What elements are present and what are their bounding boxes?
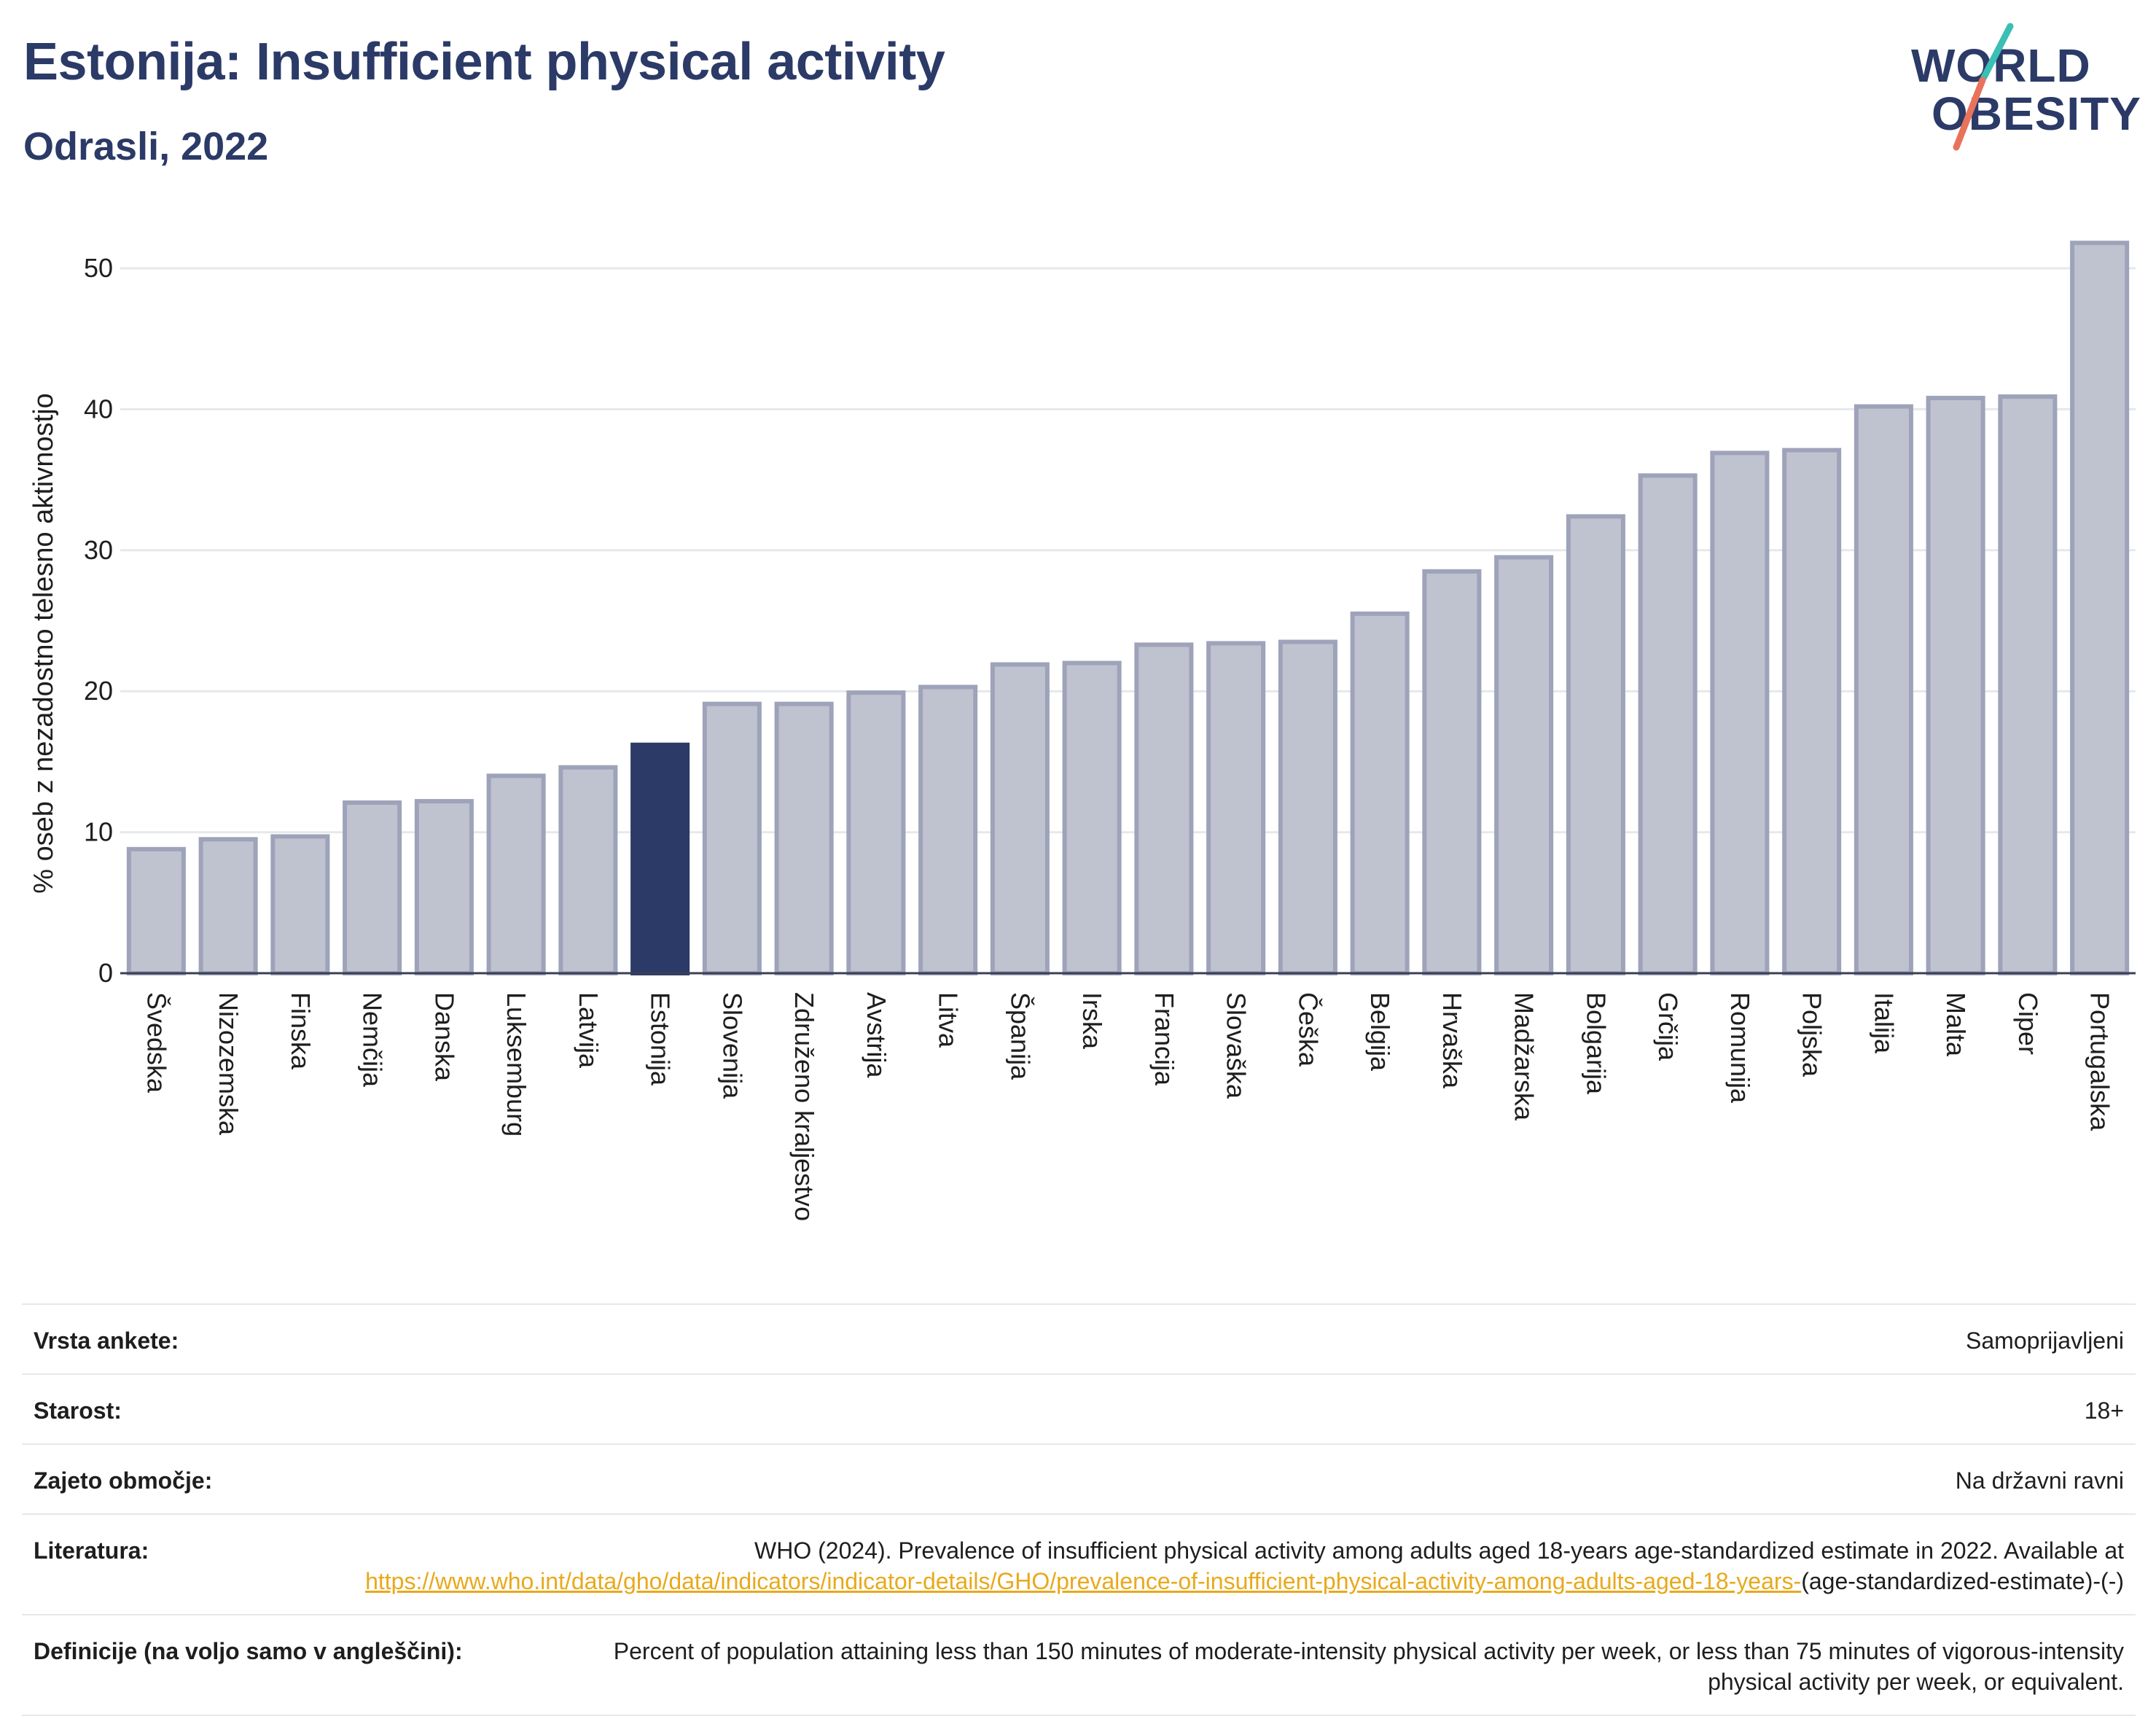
logo-slash-icon: [1953, 23, 2014, 151]
bar-13: [1062, 660, 1122, 976]
reference-text-suffix: (age-standardized-estimate)-(-): [1801, 1568, 2124, 1594]
bar-19: [1494, 555, 1554, 975]
reference-link[interactable]: https://www.who.int/data/gho/data/indica…: [365, 1568, 1802, 1594]
bar-25: [1926, 395, 1985, 975]
bar-14: [1134, 642, 1194, 975]
info-row-survey-type: Vrsta ankete: Samoprijavljeni: [22, 1303, 2136, 1373]
x-tick-label: Madžarska: [1509, 992, 1539, 1121]
page-subtitle: Odrasli, 2022: [23, 125, 269, 168]
world-obesity-logo: WORLD OBESITY: [1902, 22, 2143, 153]
x-tick-label: Luksemburg: [501, 992, 531, 1136]
reference-text: WHO (2024). Prevalence of insufficient p…: [754, 1537, 2124, 1564]
bar-4: [414, 799, 474, 975]
info-row-definition: Definicije (na voljo samo v angleščini):…: [22, 1614, 2136, 1716]
info-value: WHO (2024). Prevalence of insufficient p…: [236, 1535, 2124, 1596]
bar-chart: 0 10 20 30 40 50 % oseb z nezadostno telesno a…: [28, 241, 2136, 1221]
info-label: Definicije (na voljo samo v angleščini):: [34, 1638, 463, 1664]
x-tick-label: Finska: [286, 992, 316, 1070]
bar-5: [486, 773, 546, 976]
y-tick-label: 40: [84, 394, 113, 424]
bar-0: [126, 846, 186, 976]
x-tick-label: Malta: [1941, 992, 1971, 1057]
y-tick-label: 0: [98, 958, 113, 988]
bar-27: [2070, 241, 2130, 976]
bar-17: [1350, 611, 1410, 975]
info-row-coverage: Zajeto območje: Na državni ravni: [22, 1443, 2136, 1513]
bar-6: [558, 765, 618, 975]
y-tick-label: 50: [84, 253, 113, 283]
x-tick-label: Romunija: [1725, 992, 1755, 1104]
bar-24: [1854, 404, 1913, 975]
x-tick-label: Nizozemska: [214, 992, 243, 1136]
x-tick-label: Irska: [1077, 992, 1107, 1050]
bar-23: [1782, 448, 1842, 975]
info-table: Vrsta ankete: Samoprijavljeni Starost: 1…: [22, 1303, 2136, 1716]
bar-11: [918, 685, 978, 975]
bar-22: [1710, 451, 1770, 975]
bar-26: [1998, 394, 2058, 975]
x-tick-label: Grčija: [1653, 992, 1683, 1061]
bar-15: [1206, 641, 1266, 975]
bar-9: [774, 701, 834, 975]
x-tick-label: Slovenija: [717, 992, 747, 1099]
x-tick-label: Litva: [934, 992, 964, 1048]
info-label: Zajeto območje:: [34, 1467, 213, 1494]
info-row-age: Starost: 18+: [22, 1373, 2136, 1443]
x-tick-label: Portugalska: [2085, 992, 2115, 1131]
y-tick-label: 10: [84, 817, 113, 847]
info-label: Literatura:: [34, 1537, 149, 1564]
bar-1: [198, 837, 258, 975]
info-value: Samoprijavljeni: [1966, 1327, 2124, 1354]
bar-12: [990, 662, 1050, 976]
bar-7: [630, 742, 690, 975]
x-tick-label: Danska: [429, 992, 459, 1082]
x-tick-label: Združeno kraljestvo: [789, 992, 819, 1221]
x-tick-label: Švedska: [141, 992, 171, 1093]
y-tick-label: 20: [84, 676, 113, 706]
x-tick-label: Italija: [1869, 992, 1899, 1054]
page-title: Estonija: Insufficient physical activity: [23, 33, 945, 91]
x-tick-label: Francija: [1149, 992, 1179, 1086]
bar-2: [270, 834, 330, 975]
bar-8: [702, 701, 762, 975]
bar-20: [1566, 514, 1625, 975]
info-row-reference: Literatura: WHO (2024). Prevalence of in…: [22, 1513, 2136, 1614]
x-tick-label: Poljska: [1797, 992, 1827, 1077]
bar-10: [846, 690, 906, 975]
y-tick-label: 30: [84, 535, 113, 565]
info-label: Starost:: [34, 1397, 122, 1424]
x-tick-label: Španija: [1005, 992, 1035, 1080]
info-value: Na državni ravni: [1955, 1467, 2124, 1494]
x-tick-label: Estonija: [646, 992, 676, 1086]
info-label: Vrsta ankete:: [34, 1327, 179, 1354]
x-tick-label: Češka: [1293, 992, 1323, 1067]
x-tick-label: Ciper: [2013, 992, 2043, 1055]
x-tick-label: Slovaška: [1222, 992, 1251, 1099]
bar-18: [1422, 569, 1482, 975]
bar-3: [343, 800, 402, 975]
x-tick-label: Hrvaška: [1437, 992, 1467, 1089]
info-value: Percent of population attaining less tha…: [613, 1638, 2124, 1695]
bar-16: [1278, 639, 1337, 975]
x-tick-label: Belgija: [1365, 992, 1395, 1072]
info-value: 18+: [2084, 1397, 2124, 1424]
x-tick-label: Avstrija: [862, 992, 891, 1078]
x-tick-label: Bolgarija: [1581, 992, 1611, 1095]
bar-21: [1638, 473, 1698, 975]
x-tick-label: Nemčija: [358, 992, 388, 1088]
x-tick-label: Latvija: [574, 992, 604, 1069]
y-axis-label: % oseb z nezadostno telesno aktivnostjo: [28, 393, 59, 894]
